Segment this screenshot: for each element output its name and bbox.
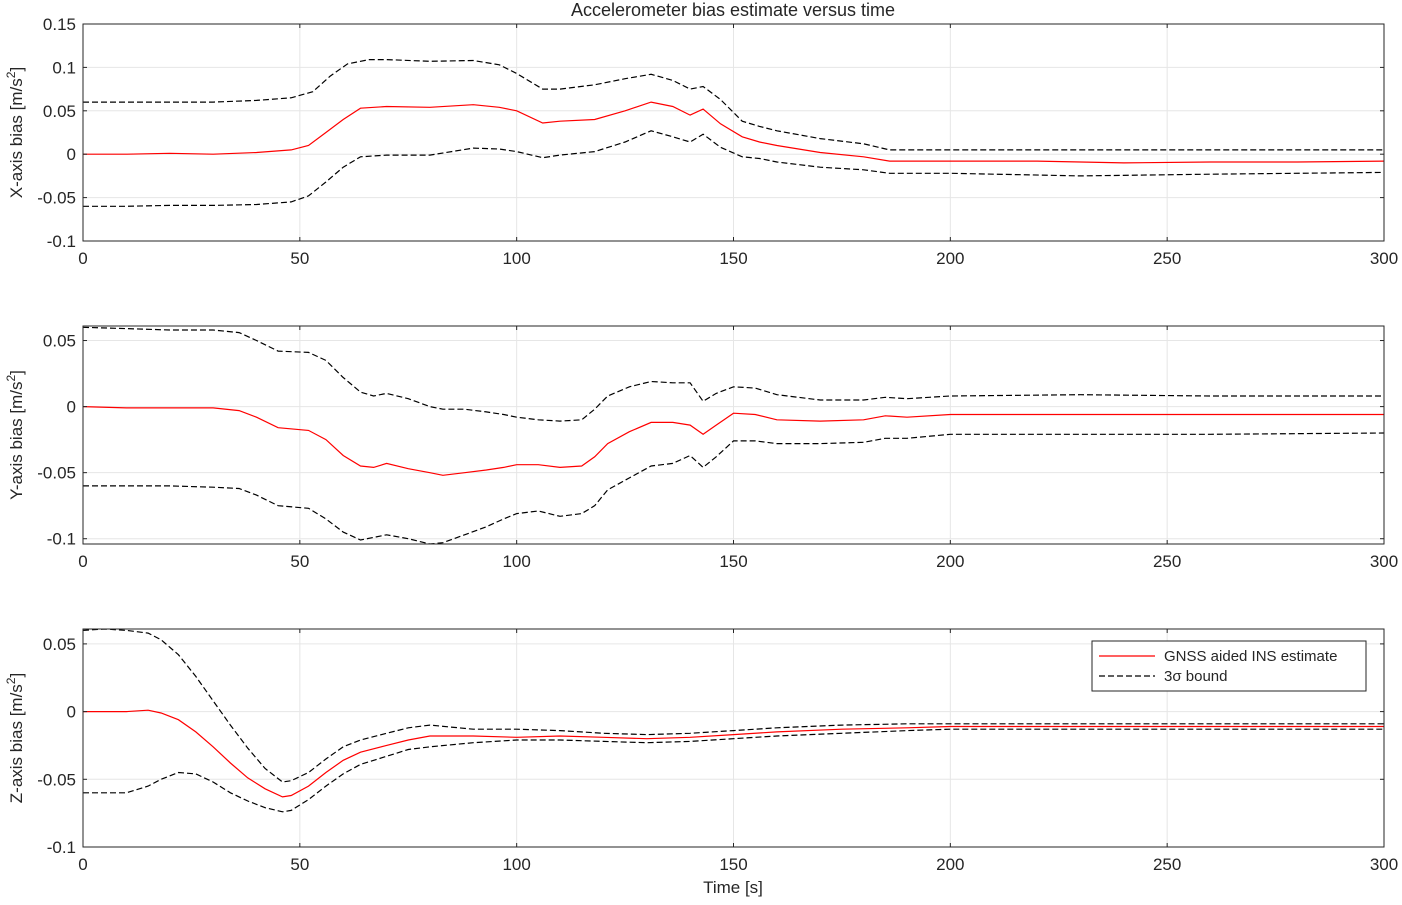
x-tick-label: 150 [719, 552, 747, 571]
x-tick-label: 50 [290, 249, 309, 268]
x-tick-label: 300 [1370, 855, 1398, 874]
lower-3sigma-bound-line [83, 728, 1384, 813]
y-axis-label: X-axis bias [m/s2] [4, 67, 26, 198]
legend-box [1091, 640, 1367, 692]
lower-3sigma-bound-line [83, 130, 1384, 207]
chart-title: Accelerometer bias estimate versus time [571, 0, 895, 20]
y-tick-label: -0.05 [37, 189, 76, 208]
y-axis-label: Z-axis bias [m/s2] [4, 673, 26, 803]
bias-estimate-line [83, 709, 1384, 798]
x-tick-label: 150 [719, 249, 747, 268]
x-tick-label: 200 [936, 552, 964, 571]
y-tick-label: -0.1 [47, 838, 76, 857]
y-axis-label-text: Z-axis bias [m/s [7, 684, 26, 803]
y-axis-label-exponent: 2 [4, 375, 18, 382]
x-tick-label: 150 [719, 855, 747, 874]
legend: GNSS aided INS estimate 3σ bound [1091, 640, 1367, 692]
y-axis-label-bracket: ] [7, 67, 26, 72]
lower-3sigma-bound-line [83, 432, 1384, 544]
panel-2: 0 50 100 150 200 250 300 -0.1 -0.05 0 0.05 Y-axis b… [4, 325, 1398, 571]
y-tick-label: 0 [67, 145, 76, 164]
x-tick-label: 50 [290, 552, 309, 571]
y-tick-label: -0.05 [37, 770, 76, 789]
y-axis-label-text: X-axis bias [m/s [7, 78, 26, 198]
y-tick-label: 0 [67, 398, 76, 417]
y-axis-label: Y-axis bias [m/s2] [4, 370, 26, 500]
x-tick-label: 0 [78, 855, 87, 874]
bias-estimate-line [83, 101, 1384, 164]
y-tick-label: 0.05 [43, 102, 76, 121]
y-tick-label: -0.05 [37, 464, 76, 483]
x-tick-label: 250 [1153, 552, 1181, 571]
upper-3sigma-bound-line [83, 59, 1384, 151]
x-tick-label: 0 [78, 249, 87, 268]
y-axis-label-exponent: 2 [4, 71, 18, 78]
upper-3sigma-bound-line [83, 326, 1384, 422]
x-tick-label: 100 [502, 855, 530, 874]
x-tick-label: 300 [1370, 552, 1398, 571]
x-tick-label: 300 [1370, 249, 1398, 268]
plot-panels: 0 50 100 150 200 250 300-0.1-0.0500.050.10.15X… [4, 15, 1398, 874]
y-tick-label: 0.05 [43, 635, 76, 654]
y-tick-label: -0.1 [47, 530, 76, 549]
y-tick-label: 0.15 [43, 15, 76, 34]
x-tick-label: 100 [502, 249, 530, 268]
legend-estimate-label: GNSS aided INS estimate [1164, 648, 1337, 665]
bias-estimate-line [83, 406, 1384, 476]
x-axis-label: Time [s] [703, 878, 763, 897]
x-tick-label: 250 [1153, 249, 1181, 268]
y-axis-label-bracket: ] [7, 370, 26, 375]
x-tick-label: 100 [502, 552, 530, 571]
x-tick-label: 50 [290, 855, 309, 874]
y-axis-label-bracket: ] [7, 673, 26, 678]
y-tick-label: 0.05 [43, 332, 76, 351]
x-tick-label: 200 [936, 855, 964, 874]
x-tick-label: 0 [78, 552, 87, 571]
legend-bound-label: 3σ bound [1164, 668, 1227, 685]
y-tick-label: 0 [67, 703, 76, 722]
x-tick-label: 200 [936, 249, 964, 268]
panel-3: 0 50 100 150 200 250 300 -0.1 -0.05 0 0.05 Z-axis b… [4, 628, 1398, 874]
y-tick-label: -0.1 [47, 232, 76, 251]
y-tick-label: 0.1 [52, 58, 76, 77]
y-axis-label-exponent: 2 [4, 677, 18, 684]
upper-3sigma-bound-line [83, 629, 1384, 783]
x-tick-label: 250 [1153, 855, 1181, 874]
panel-1: 0 50 100 150 200 250 300 -0.1 -0.05 0 0.05 0.1 0.15 X… [4, 15, 1398, 268]
y-axis-label-text: Y-axis bias [m/s [7, 382, 26, 500]
